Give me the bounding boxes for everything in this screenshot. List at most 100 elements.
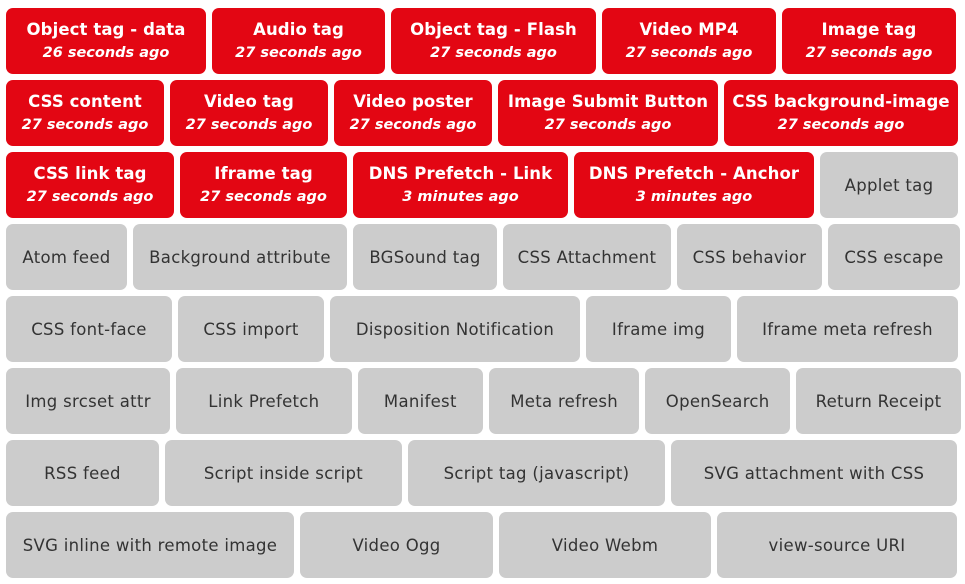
test-name: DNS Prefetch - Anchor	[588, 164, 800, 183]
test-timestamp: 27 seconds ago	[21, 117, 149, 133]
test-timestamp: 27 seconds ago	[625, 45, 753, 61]
test-timestamp: 27 seconds ago	[200, 189, 327, 205]
test-name: CSS font-face	[31, 319, 147, 339]
test-name: CSS escape	[844, 247, 944, 267]
test-tile-background-attribute[interactable]: Background attribute	[133, 224, 347, 290]
test-name: Iframe tag	[214, 164, 313, 183]
test-name: Image tag	[821, 20, 917, 39]
test-timestamp: 27 seconds ago	[185, 117, 313, 133]
test-tile-manifest[interactable]: Manifest	[357, 368, 483, 434]
test-tile-iframe-img[interactable]: Iframe img	[586, 296, 731, 362]
test-name: CSS behavior	[692, 247, 807, 267]
test-tile-applet-tag[interactable]: Applet tag	[820, 152, 958, 218]
test-tile-video-tag[interactable]: Video tag 27 seconds ago	[170, 80, 328, 146]
test-tile-video-webm[interactable]: Video Webm	[499, 512, 711, 578]
test-tile-css-escape[interactable]: CSS escape	[828, 224, 960, 290]
test-name: Disposition Notification	[355, 319, 555, 339]
test-name: SVG inline with remote image	[22, 535, 278, 555]
test-name: Script inside script	[203, 463, 364, 483]
test-name: Video Ogg	[352, 535, 441, 555]
tile-row: CSS font-face CSS import Disposition Notif…	[6, 296, 961, 362]
test-name: CSS background-image	[732, 92, 950, 111]
test-tile-svg-attachment-with-css[interactable]: SVG attachment with CSS	[671, 440, 957, 506]
test-tile-css-attachment[interactable]: CSS Attachment	[503, 224, 671, 290]
test-name: Atom feed	[22, 247, 111, 267]
test-tile-dns-prefetch-link[interactable]: DNS Prefetch - Link 3 minutes ago	[353, 152, 568, 218]
test-name: view-source URI	[768, 535, 906, 555]
test-name: Applet tag	[844, 175, 934, 195]
test-name: Img srcset attr	[25, 391, 151, 411]
test-timestamp: 27 seconds ago	[430, 45, 557, 61]
tile-row: CSS link tag 27 seconds ago Iframe tag 27 s…	[6, 152, 961, 218]
test-tile-css-font-face[interactable]: CSS font-face	[6, 296, 172, 362]
test-tile-video-mp4[interactable]: Video MP4 27 seconds ago	[602, 8, 776, 74]
test-tile-css-import[interactable]: CSS import	[178, 296, 324, 362]
tile-row: Atom feed Background attribute BGSound tag…	[6, 224, 961, 290]
test-tile-script-inside-script[interactable]: Script inside script	[165, 440, 402, 506]
test-tile-opensearch[interactable]: OpenSearch	[645, 368, 790, 434]
test-name: Video poster	[353, 92, 473, 111]
test-tile-dns-prefetch-anchor[interactable]: DNS Prefetch - Anchor 3 minutes ago	[574, 152, 814, 218]
test-name: DNS Prefetch - Link	[368, 164, 553, 183]
test-name: BGSound tag	[369, 247, 481, 267]
test-tile-meta-refresh[interactable]: Meta refresh	[488, 368, 640, 434]
test-timestamp: 27 seconds ago	[805, 45, 933, 61]
test-name: Video Webm	[551, 535, 659, 555]
test-timestamp: 27 seconds ago	[349, 117, 477, 133]
test-tile-return-receipt[interactable]: Return Receipt	[796, 368, 961, 434]
tile-row: CSS content 27 seconds ago Video tag 27 sec…	[6, 80, 961, 146]
test-name: Return Receipt	[815, 391, 942, 411]
test-name: Video tag	[204, 92, 294, 111]
tile-row: Object tag - data 26 seconds ago Audio tag…	[6, 8, 961, 74]
test-timestamp: 27 seconds ago	[777, 117, 905, 133]
test-name: CSS Attachment	[517, 247, 657, 267]
test-timestamp: 3 minutes ago	[402, 189, 519, 205]
tile-row: RSS feed Script inside script Script tag (…	[6, 440, 961, 506]
test-tile-rss-feed[interactable]: RSS feed	[6, 440, 159, 506]
test-tile-video-poster[interactable]: Video poster 27 seconds ago	[334, 80, 492, 146]
test-name: CSS content	[28, 92, 142, 111]
test-tile-audio-tag[interactable]: Audio tag 27 seconds ago	[212, 8, 385, 74]
test-tile-img-srcset-attr[interactable]: Img srcset attr	[6, 368, 171, 434]
test-name: Manifest	[383, 391, 457, 411]
test-tile-video-ogg[interactable]: Video Ogg	[300, 512, 493, 578]
test-tile-disposition-notification[interactable]: Disposition Notification	[330, 296, 580, 362]
test-tile-image-submit-button[interactable]: Image Submit Button 27 seconds ago	[498, 80, 718, 146]
test-tile-view-source-uri[interactable]: view-source URI	[717, 512, 957, 578]
test-tile-object-tag-flash[interactable]: Object tag - Flash 27 seconds ago	[391, 8, 596, 74]
test-name: Video MP4	[639, 20, 739, 39]
test-name: Background attribute	[149, 247, 331, 267]
test-name: Script tag (javascript)	[443, 463, 630, 483]
test-tile-css-link-tag[interactable]: CSS link tag 27 seconds ago	[6, 152, 174, 218]
test-name: Iframe meta refresh	[762, 319, 933, 339]
test-name: CSS import	[203, 319, 299, 339]
test-tile-atom-feed[interactable]: Atom feed	[6, 224, 127, 290]
test-tile-iframe-meta-refresh[interactable]: Iframe meta refresh	[737, 296, 958, 362]
test-tile-script-tag-javascript[interactable]: Script tag (javascript)	[408, 440, 665, 506]
test-timestamp: 27 seconds ago	[235, 45, 362, 61]
test-tile-image-tag[interactable]: Image tag 27 seconds ago	[782, 8, 956, 74]
test-tile-css-behavior[interactable]: CSS behavior	[677, 224, 822, 290]
test-tile-svg-inline-with-remote-image[interactable]: SVG inline with remote image	[6, 512, 294, 578]
test-tile-bgsound-tag[interactable]: BGSound tag	[353, 224, 497, 290]
tile-row: SVG inline with remote image Video Ogg Vid…	[6, 512, 961, 578]
test-name: Object tag - data	[26, 20, 186, 39]
test-tile-iframe-tag[interactable]: Iframe tag 27 seconds ago	[180, 152, 347, 218]
test-name: Image Submit Button	[507, 92, 709, 111]
test-timestamp: 26 seconds ago	[42, 45, 170, 61]
test-name: Object tag - Flash	[410, 20, 577, 39]
test-tile-object-tag-data[interactable]: Object tag - data 26 seconds ago	[6, 8, 206, 74]
tile-row: Img srcset attr Link Prefetch Manifest Meta…	[6, 368, 961, 434]
test-tile-css-background-image[interactable]: CSS background-image 27 seconds ago	[724, 80, 958, 146]
test-timestamp: 27 seconds ago	[26, 189, 154, 205]
test-timestamp: 3 minutes ago	[635, 189, 753, 205]
test-timestamp: 27 seconds ago	[544, 117, 672, 133]
test-name: Audio tag	[253, 20, 344, 39]
test-name: Meta refresh	[510, 391, 619, 411]
test-name: Iframe img	[611, 319, 706, 339]
test-name: CSS link tag	[33, 164, 147, 183]
test-tile-link-prefetch[interactable]: Link Prefetch	[176, 368, 352, 434]
test-tile-css-content[interactable]: CSS content 27 seconds ago	[6, 80, 164, 146]
test-name: SVG attachment with CSS	[703, 463, 925, 483]
